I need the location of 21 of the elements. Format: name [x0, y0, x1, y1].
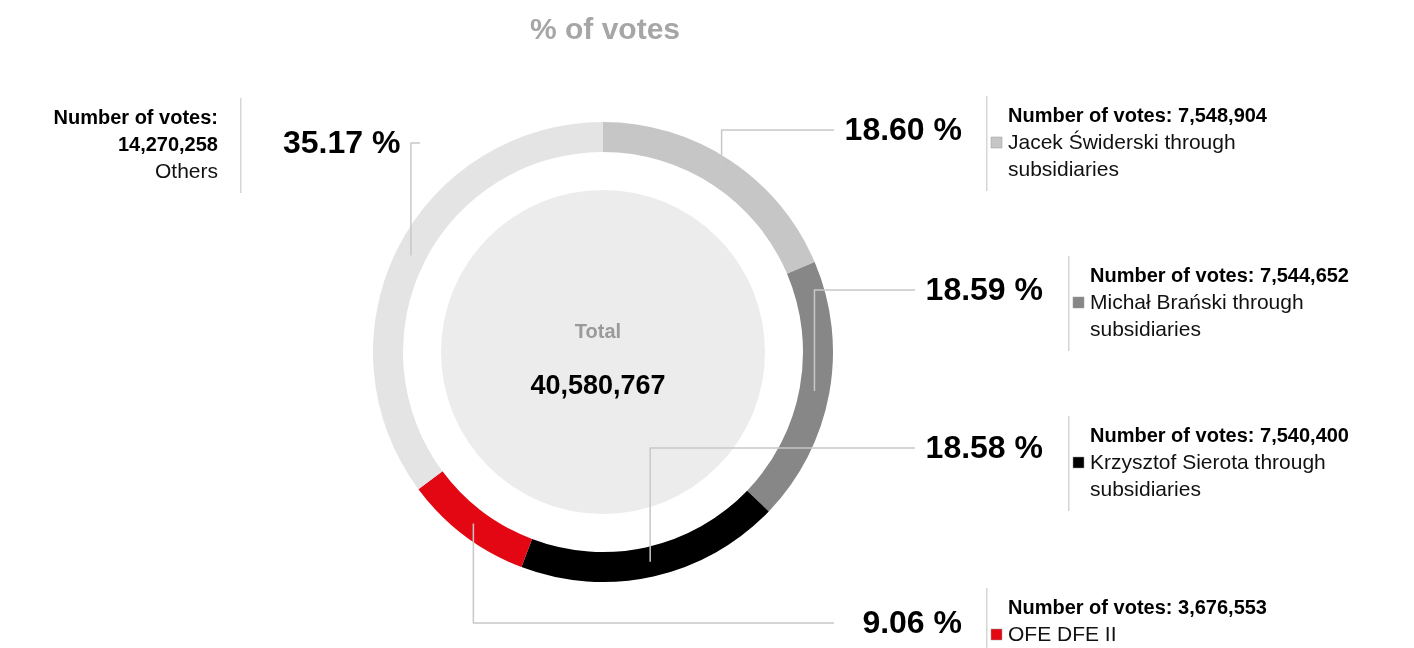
legend-label: Krzysztof Sierota through subsidiaries [1090, 450, 1326, 500]
donut-slice [521, 490, 769, 582]
text: Number of votes: 7,540,400 [1090, 424, 1349, 446]
data-label: 9.06 % [862, 604, 962, 640]
text: Number of votes: 14,270,258 [53, 106, 218, 155]
slice-label: Others [154, 159, 218, 182]
data-label: 18.58 % [925, 429, 1043, 465]
data-label: 18.60 % [844, 111, 962, 147]
legend-label: Jacek Świderski through subsidiaries [1008, 130, 1236, 180]
legend-label: OFE DFE II [1008, 622, 1117, 645]
text: Total [574, 320, 622, 342]
legend-label: Michał Brański through subsidiaries [1090, 290, 1304, 340]
text: Number of votes: 3,676,553 [1008, 596, 1267, 618]
chart-title: % of votes [529, 12, 681, 45]
data-label: 18.59 % [925, 271, 1043, 307]
donut-slice [747, 261, 833, 512]
text: 40,580,767 [530, 370, 666, 400]
text: Number of votes: 7,548,904 [1008, 104, 1268, 126]
text: Number of votes: 7,544,652 [1090, 264, 1349, 286]
data-label: 35.17 % [283, 124, 401, 160]
donut-slice [418, 471, 533, 568]
